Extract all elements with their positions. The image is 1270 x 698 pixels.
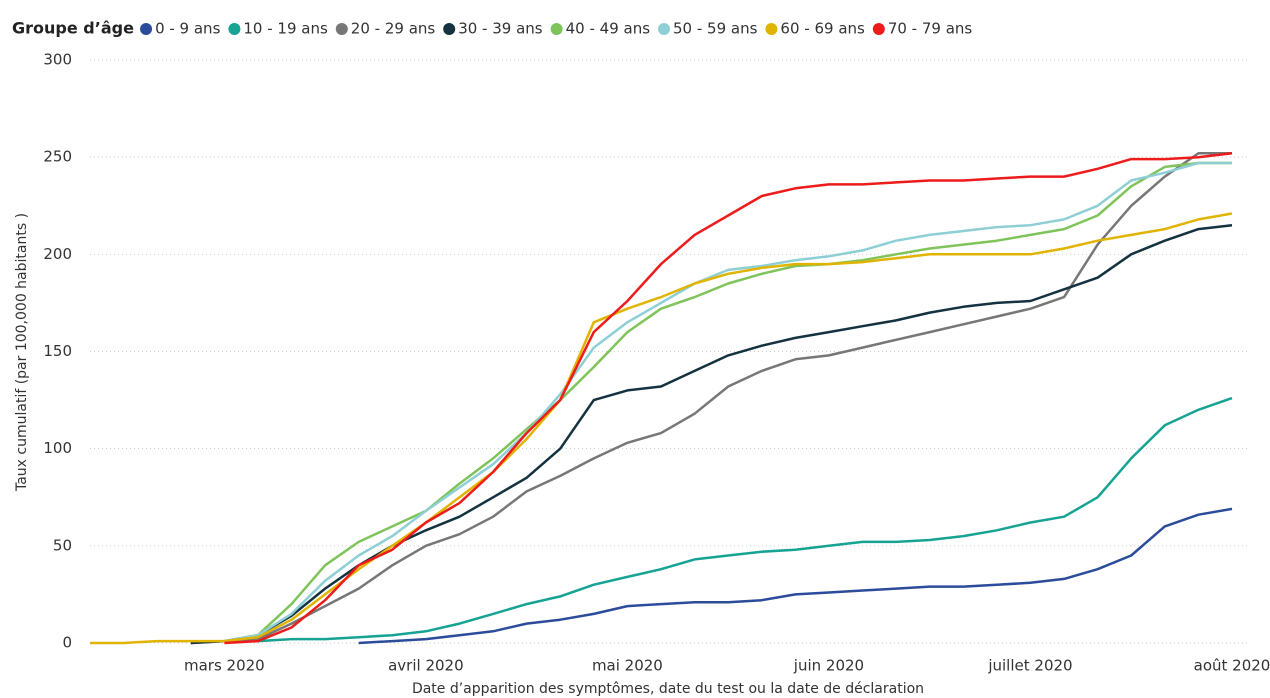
- legend-label: 60 - 69 ans: [780, 20, 865, 38]
- legend-label: 70 - 79 ans: [888, 20, 973, 38]
- legend-marker: [765, 23, 778, 35]
- series-line: [358, 507, 1233, 645]
- legend-label: 30 - 39 ans: [458, 20, 543, 38]
- y-tick-label: 200: [43, 245, 72, 263]
- y-tick-label: 0: [62, 634, 72, 652]
- y-tick-label: 250: [43, 148, 72, 166]
- x-tick-label: avril 2020: [388, 657, 464, 675]
- legend-marker: [550, 23, 563, 35]
- series-line: [224, 152, 1233, 645]
- series-line: [190, 223, 1233, 645]
- x-tick-label: août 2020: [1194, 657, 1270, 675]
- series-line: [224, 161, 1232, 643]
- y-tick-label: 300: [43, 51, 72, 69]
- legend-marker: [443, 23, 456, 35]
- series-line: [224, 161, 1232, 643]
- x-tick-label: mai 2020: [592, 657, 663, 675]
- x-tick-label: juin 2020: [793, 657, 864, 675]
- legend-marker: [335, 23, 348, 35]
- y-axis-title: Taux cumulatif (par 100,000 habitants ): [14, 213, 30, 492]
- legend-label: 20 - 29 ans: [351, 20, 436, 38]
- y-tick-label: 50: [53, 536, 72, 554]
- legend-marker: [658, 23, 671, 35]
- legend-marker: [228, 23, 241, 35]
- legend-title: Groupe d’âge: [12, 19, 134, 38]
- legend-label: 40 - 49 ans: [566, 20, 651, 38]
- legend-label: 0 - 9 ans: [155, 20, 221, 38]
- legend-label: 10 - 19 ans: [243, 20, 328, 38]
- series-line: [90, 212, 1233, 645]
- series-line: [190, 152, 1232, 645]
- y-tick-label: 150: [43, 342, 72, 360]
- x-axis-title: Date d’apparition des symptômes, date du…: [412, 681, 924, 697]
- legend-marker: [872, 23, 885, 35]
- y-tick-label: 100: [43, 439, 72, 457]
- series-line: [257, 396, 1233, 643]
- legend-marker: [140, 23, 153, 35]
- legend-label: 50 - 59 ans: [673, 20, 758, 38]
- x-tick-label: mars 2020: [184, 657, 265, 675]
- x-tick-label: juillet 2020: [987, 657, 1072, 675]
